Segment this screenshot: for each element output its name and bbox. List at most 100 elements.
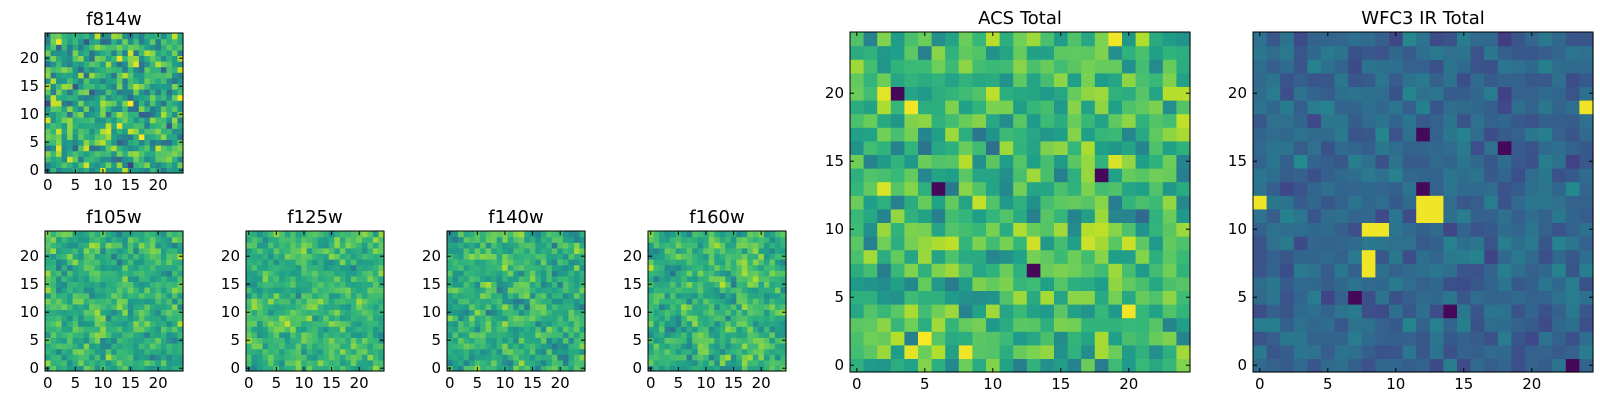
heatmap-cell bbox=[692, 231, 699, 238]
heatmap-cell bbox=[155, 315, 162, 322]
heatmap-cell bbox=[1552, 59, 1567, 74]
heatmap-cell bbox=[284, 331, 291, 338]
heatmap-cell bbox=[144, 281, 151, 288]
heatmap-cell bbox=[1579, 59, 1594, 74]
x-tick-label: 0 bbox=[244, 374, 254, 392]
heatmap-cell bbox=[1280, 140, 1295, 155]
heatmap-cell bbox=[496, 337, 503, 344]
heatmap-cell bbox=[725, 354, 732, 361]
heatmap-cell bbox=[1402, 168, 1417, 183]
heatmap-cell bbox=[111, 253, 118, 260]
heatmap-cell bbox=[463, 348, 470, 355]
heatmap-cell bbox=[105, 270, 112, 277]
heatmap-cell bbox=[78, 270, 85, 277]
x-tick-label: 20 bbox=[1119, 375, 1138, 393]
heatmap-cell bbox=[1511, 32, 1526, 47]
heatmap-cell bbox=[546, 264, 553, 271]
heatmap-cell bbox=[89, 89, 96, 96]
heatmap-cell bbox=[579, 275, 586, 282]
heatmap-cell bbox=[361, 343, 369, 350]
heatmap-cell bbox=[681, 326, 688, 333]
heatmap-cell bbox=[94, 315, 101, 322]
heatmap-cell bbox=[273, 287, 280, 294]
heatmap-cell bbox=[648, 343, 655, 350]
heatmap-cell bbox=[160, 236, 168, 243]
heatmap-cell bbox=[524, 259, 531, 266]
heatmap-cell bbox=[708, 275, 715, 282]
heatmap-cell bbox=[1081, 59, 1096, 74]
heatmap-cell bbox=[56, 359, 63, 366]
heatmap-cell bbox=[452, 298, 459, 305]
heatmap-cell bbox=[675, 315, 682, 322]
heatmap-cell bbox=[918, 263, 933, 278]
heatmap-cell bbox=[736, 315, 743, 322]
heatmap-cell bbox=[1402, 249, 1417, 264]
heatmap-cell bbox=[1565, 59, 1580, 74]
heatmap-cell bbox=[573, 354, 581, 361]
heatmap-cell bbox=[736, 298, 743, 305]
heatmap-cell bbox=[94, 275, 101, 282]
heatmap-cell bbox=[1389, 344, 1404, 359]
heatmap-cell bbox=[1013, 127, 1028, 142]
heatmap-cell bbox=[105, 303, 112, 310]
heatmap-cell bbox=[1135, 127, 1150, 142]
heatmap-cell bbox=[111, 111, 118, 118]
heatmap-cell bbox=[361, 303, 369, 310]
heatmap-cell bbox=[144, 343, 151, 350]
heatmap-cell bbox=[763, 365, 771, 372]
heatmap-cell bbox=[1511, 222, 1526, 237]
heatmap-cell bbox=[972, 344, 987, 359]
heatmap-cell bbox=[155, 72, 162, 79]
x-tick-label: 5 bbox=[920, 375, 930, 393]
heatmap-cell bbox=[149, 94, 156, 101]
heatmap-cell bbox=[1457, 72, 1472, 87]
heatmap-cell bbox=[529, 320, 536, 327]
heatmap-cell bbox=[83, 94, 90, 101]
heatmap-cell bbox=[1293, 304, 1308, 319]
heatmap-cell bbox=[1470, 344, 1485, 359]
heatmap-cell bbox=[1081, 32, 1096, 47]
heatmap-cell bbox=[1334, 331, 1349, 346]
heatmap-cell bbox=[469, 309, 476, 316]
heatmap-cell bbox=[273, 292, 280, 299]
heatmap-cell bbox=[579, 315, 586, 322]
heatmap-cell bbox=[171, 49, 179, 56]
heatmap-cell bbox=[1484, 154, 1499, 169]
heatmap-cell bbox=[361, 242, 369, 249]
heatmap-cell bbox=[714, 315, 721, 322]
heatmap-cell bbox=[540, 270, 547, 277]
heatmap-cell bbox=[850, 236, 865, 251]
heatmap-cell bbox=[562, 253, 570, 260]
heatmap-cell bbox=[703, 354, 710, 361]
heatmap-cell bbox=[89, 354, 96, 361]
heatmap-cell bbox=[945, 331, 960, 346]
heatmap-cell bbox=[752, 247, 759, 254]
heatmap-cell bbox=[1054, 154, 1069, 169]
heatmap-cell bbox=[155, 128, 162, 135]
heatmap-cell bbox=[719, 348, 726, 355]
heatmap-cell bbox=[127, 145, 134, 152]
heatmap-cell bbox=[999, 45, 1014, 60]
heatmap-cell bbox=[177, 331, 184, 338]
heatmap-cell bbox=[171, 242, 179, 249]
heatmap-cell bbox=[105, 309, 112, 316]
heatmap-cell bbox=[507, 309, 514, 316]
heatmap-cell bbox=[653, 348, 660, 355]
heatmap-cell bbox=[1402, 208, 1417, 223]
y-tick-label: 0 bbox=[29, 161, 39, 179]
heatmap-cell bbox=[747, 309, 754, 316]
heatmap-cell bbox=[334, 292, 341, 299]
heatmap-cell bbox=[535, 231, 542, 238]
heatmap-cell bbox=[367, 326, 374, 333]
heatmap-cell bbox=[653, 292, 660, 299]
heatmap-cell bbox=[149, 315, 156, 322]
heatmap-cell bbox=[659, 275, 666, 282]
heatmap-cell bbox=[972, 222, 987, 237]
heatmap-cell bbox=[697, 247, 704, 254]
heatmap-cell bbox=[1253, 100, 1268, 115]
heatmap-cell bbox=[78, 337, 85, 344]
heatmap-cell bbox=[518, 253, 525, 260]
heatmap-cell bbox=[579, 303, 586, 310]
heatmap-cell bbox=[78, 105, 85, 112]
heatmap-cell bbox=[78, 292, 85, 299]
